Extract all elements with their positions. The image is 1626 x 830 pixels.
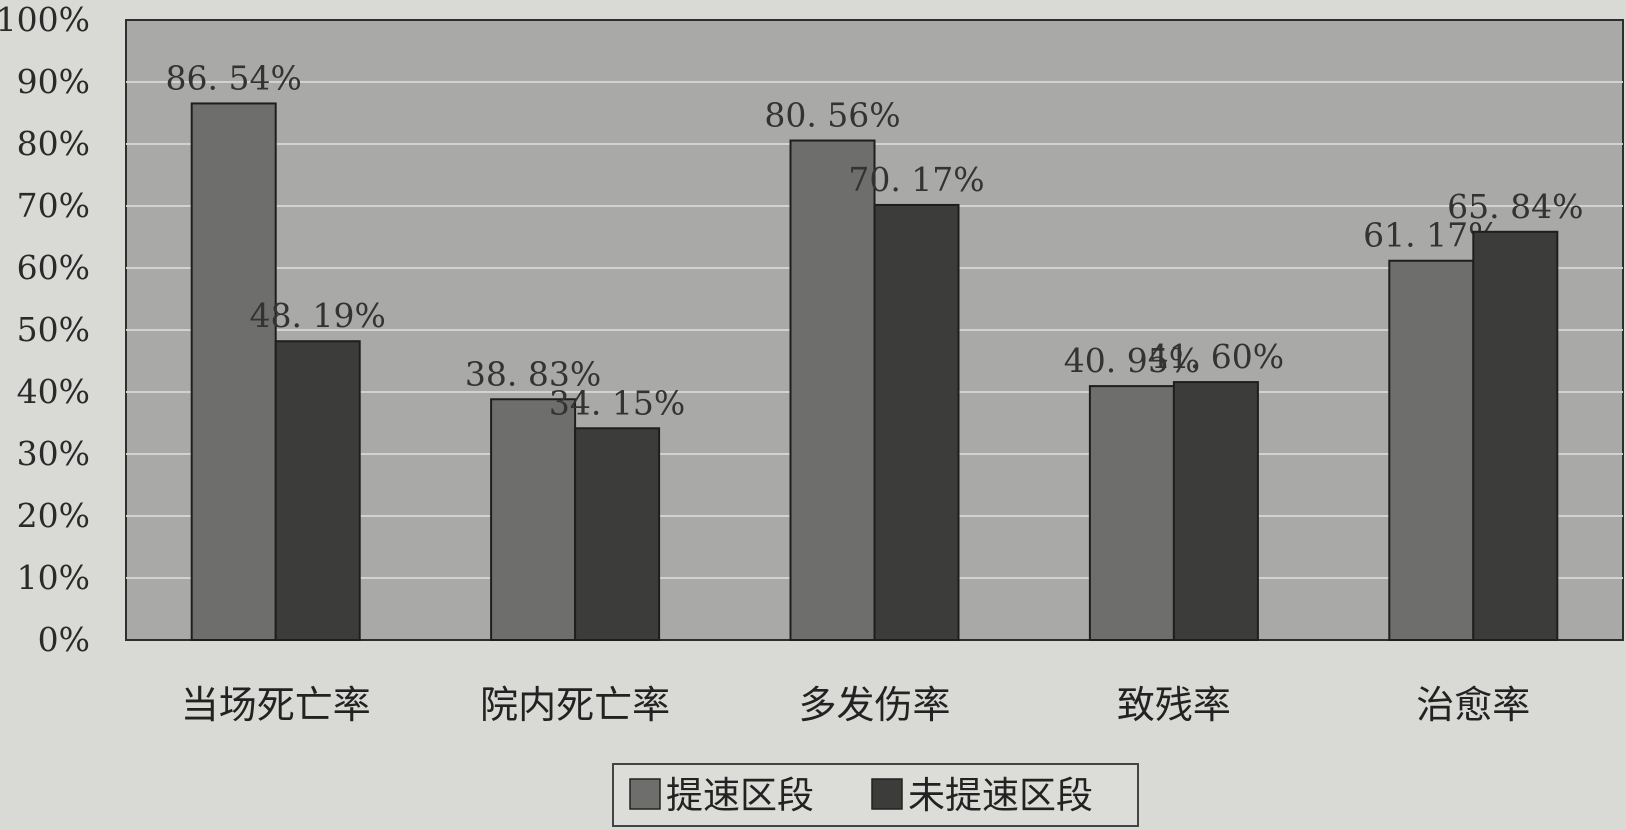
y-axis: 0% 10% 20% 30% 40% 50% 60% 70% 80% 90% 100% — [0, 0, 90, 659]
y-tick-label: 60% — [17, 248, 90, 287]
bar-提速区段-院内死亡率 — [490, 398, 577, 641]
bar-未提速区段-当场死亡率 — [274, 340, 361, 641]
bar-未提速区段-致残率 — [1172, 381, 1259, 641]
y-tick-label: 80% — [17, 124, 90, 163]
bar-未提速区段-院内死亡率 — [574, 427, 661, 641]
bar-提速区段-致残率 — [1088, 385, 1175, 641]
data-label: 80. 56% — [764, 96, 900, 135]
data-label: 86. 54% — [166, 58, 302, 97]
x-category-label: 治愈率 — [1416, 683, 1530, 727]
y-tick-label: 40% — [17, 372, 90, 411]
legend-swatch-提速区段 — [629, 778, 661, 810]
data-label: 41. 60% — [1148, 337, 1284, 376]
bars: 86. 54% 48. 19% 38. 83%34. 15% 80. 56% 70. 1… — [166, 58, 1583, 642]
bar-提速区段-治愈率 — [1388, 259, 1475, 641]
legend-swatch-未提速区段 — [871, 778, 903, 810]
x-axis: 当场死亡率 院内死亡率 多发伤率 致残率 治愈率 — [181, 683, 1531, 727]
legend-label-未提速区段: 未提速区段 — [908, 774, 1093, 817]
y-tick-label: 90% — [17, 62, 90, 101]
data-label: 38. 83% — [465, 354, 601, 393]
data-label: 48. 19% — [250, 296, 386, 335]
y-tick-label: 0% — [38, 620, 90, 659]
y-tick-label: 30% — [17, 434, 90, 473]
y-tick-label: 100% — [0, 0, 90, 39]
legend: 提速区段 未提速区段 — [612, 763, 1139, 827]
x-category-label: 当场死亡率 — [181, 683, 371, 727]
bar-未提速区段-治愈率 — [1472, 230, 1559, 642]
data-label: 65. 84% — [1447, 187, 1583, 226]
bar-提速区段-当场死亡率 — [190, 102, 277, 641]
legend-label-提速区段: 提速区段 — [666, 774, 814, 817]
y-tick-label: 10% — [17, 558, 90, 597]
data-label: 40. 95% — [1064, 341, 1200, 380]
y-tick-label: 70% — [17, 186, 90, 225]
bar-提速区段-多发伤率 — [789, 139, 876, 641]
x-category-label: 多发伤率 — [798, 683, 950, 727]
y-tick-label: 20% — [17, 496, 90, 535]
bar-未提速区段-多发伤率 — [873, 203, 960, 641]
data-label: 70. 17% — [848, 160, 984, 199]
x-category-label: 致残率 — [1117, 683, 1231, 727]
y-tick-label: 50% — [17, 310, 90, 349]
data-label: 34. 15% — [549, 383, 685, 422]
x-category-label: 院内死亡率 — [480, 683, 670, 727]
